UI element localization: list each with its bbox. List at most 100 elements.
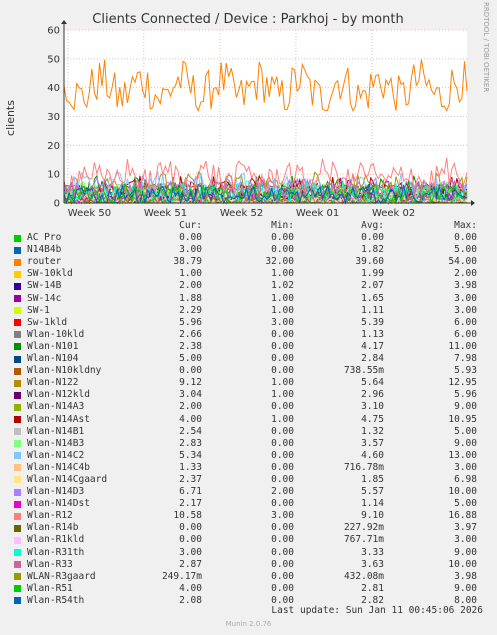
legend-min: 0.00 xyxy=(271,570,294,582)
legend-name: Sw-1kld xyxy=(27,316,68,328)
legend-min: 0.00 xyxy=(271,558,294,570)
series-line xyxy=(63,183,468,205)
legend-swatch xyxy=(14,295,21,303)
legend-max: 5.00 xyxy=(454,425,477,437)
legend-name: Wlan-N14B1 xyxy=(27,425,85,437)
legend-row: Wlan-N14Ast 4.00 1.00 4.75 10.95 xyxy=(0,414,497,426)
legend-max: 6.00 xyxy=(454,316,477,328)
legend-cur: 0.00 xyxy=(179,522,202,534)
legend-name: Wlan-R51 xyxy=(27,582,73,594)
x-tick-label: Week 50 xyxy=(68,208,111,219)
legend-min: 0.00 xyxy=(271,582,294,594)
legend-name: Wlan-R33 xyxy=(27,558,73,570)
legend-avg: 2.96 xyxy=(361,389,384,401)
col-cur-header: Cur: xyxy=(179,220,202,231)
legend-max: 3.00 xyxy=(454,292,477,304)
col-max-header: Max: xyxy=(454,220,477,231)
legend-name: Wlan-N10kldny xyxy=(27,365,102,377)
legend-min: 0.00 xyxy=(271,534,294,546)
legend-row: Wlan-N14Dst 2.17 0.00 1.14 5.00 xyxy=(0,498,497,510)
legend-avg: 9.10 xyxy=(361,510,384,522)
legend-row: Wlan-R14b 0.00 0.00 227.92m 3.97 xyxy=(0,522,497,534)
legend-swatch xyxy=(14,524,21,532)
legend-avg: 1.65 xyxy=(361,292,384,304)
legend-swatch xyxy=(14,258,21,266)
legend-max: 5.00 xyxy=(454,244,477,256)
legend-avg: 1.32 xyxy=(361,425,384,437)
legend-max: 3.97 xyxy=(454,522,477,534)
legend-row: N14B4b 3.00 0.00 1.82 5.00 xyxy=(0,244,497,256)
legend-max: 9.00 xyxy=(454,401,477,413)
legend-min: 0.00 xyxy=(271,461,294,473)
legend-row: WLAN-R3gaard 249.17m 0.00 432.08m 3.98 xyxy=(0,571,497,583)
legend-swatch xyxy=(14,234,21,242)
legend-min: 0.00 xyxy=(271,340,294,352)
legend-avg: 227.92m xyxy=(343,522,384,534)
legend-max: 5.93 xyxy=(454,365,477,377)
series-line xyxy=(63,181,468,205)
legend-max: 3.98 xyxy=(454,280,477,292)
series-line xyxy=(63,157,468,196)
legend-min: 1.00 xyxy=(271,389,294,401)
legend-name: Wlan-10kld xyxy=(27,328,85,340)
legend-max: 0.00 xyxy=(454,232,477,244)
legend-cur: 2.00 xyxy=(179,280,202,292)
x-axis-arrow xyxy=(471,200,475,206)
x-ticks: Week 50 Week 51 Week 52 Week 01 Week 02 xyxy=(68,208,415,219)
legend-avg: 767.71m xyxy=(343,534,384,546)
legend-name: Wlan-N14D3 xyxy=(27,486,85,498)
col-avg-header: Avg: xyxy=(361,220,384,231)
legend-cur: 3.04 xyxy=(179,389,202,401)
legend-avg: 5.64 xyxy=(361,377,384,389)
legend-min: 1.00 xyxy=(271,377,294,389)
legend-name: WLAN-R3gaard xyxy=(27,570,96,582)
legend-swatch xyxy=(14,246,21,254)
legend-name: Wlan-R54th xyxy=(27,594,85,606)
legend-name: Wlan-R1kld xyxy=(27,534,85,546)
legend-max: 54.00 xyxy=(448,256,477,268)
legend-cur: 249.17m xyxy=(161,570,202,582)
legend-min: 0.00 xyxy=(271,546,294,558)
legend-name: Wlan-N101 xyxy=(27,340,79,352)
legend-row: SW-10kld 1.00 1.00 1.99 2.00 xyxy=(0,268,497,280)
legend-avg: 738.55m xyxy=(343,365,384,377)
legend-min: 0.00 xyxy=(271,473,294,485)
x-tick-label: Week 02 xyxy=(372,208,415,219)
legend-swatch xyxy=(14,282,21,290)
legend-max: 3.00 xyxy=(454,461,477,473)
legend-max: 9.00 xyxy=(454,437,477,449)
legend-name: router xyxy=(27,256,62,268)
legend-swatch xyxy=(14,331,21,339)
legend-max: 10.00 xyxy=(448,558,477,570)
legend-cur: 1.00 xyxy=(179,268,202,280)
legend-swatch xyxy=(14,549,21,557)
legend-row: Wlan-N104 5.00 0.00 2.84 7.98 xyxy=(0,353,497,365)
legend-swatch xyxy=(14,476,21,484)
legend-max: 13.00 xyxy=(448,449,477,461)
legend-swatch xyxy=(14,585,21,593)
legend-cur: 1.88 xyxy=(179,292,202,304)
legend-min: 0.00 xyxy=(271,244,294,256)
y-tick-label: 40 xyxy=(47,83,60,94)
legend-cur: 2.54 xyxy=(179,425,202,437)
y-axis-arrow xyxy=(61,20,67,24)
legend-cur: 2.66 xyxy=(179,328,202,340)
munin-version: Munin 2.0.76 xyxy=(225,620,272,628)
legend-avg: 3.57 xyxy=(361,437,384,449)
legend-max: 5.00 xyxy=(454,498,477,510)
legend-cur: 2.37 xyxy=(179,473,202,485)
legend-cur: 2.83 xyxy=(179,437,202,449)
legend-avg: 2.81 xyxy=(361,582,384,594)
legend-cur: 3.00 xyxy=(179,244,202,256)
legend-max: 6.00 xyxy=(454,328,477,340)
legend-min: 0.00 xyxy=(271,449,294,461)
legend-row: Wlan-N14B1 2.54 0.00 1.32 5.00 xyxy=(0,426,497,438)
legend-cur: 5.96 xyxy=(179,316,202,328)
legend-max: 9.00 xyxy=(454,546,477,558)
legend-max: 9.00 xyxy=(454,582,477,594)
legend-max: 10.00 xyxy=(448,486,477,498)
legend-min: 0.00 xyxy=(271,401,294,413)
legend-max: 3.00 xyxy=(454,304,477,316)
legend-name: Wlan-N14B3 xyxy=(27,437,85,449)
legend-swatch xyxy=(14,355,21,363)
